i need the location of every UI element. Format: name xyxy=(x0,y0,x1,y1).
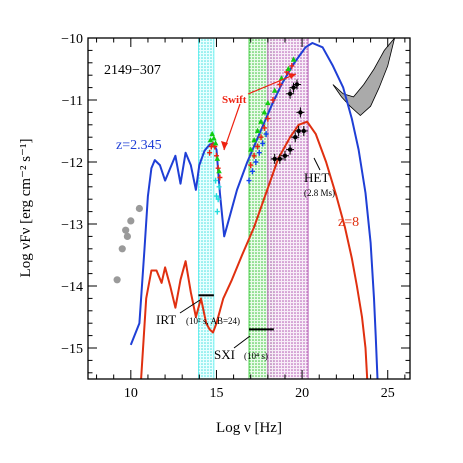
het-label: HET xyxy=(304,170,329,185)
swift-label: Swift xyxy=(222,94,247,106)
het-point xyxy=(287,91,293,97)
gamma-bowtie xyxy=(332,38,395,117)
het-sub: (2.8 Ms) xyxy=(304,188,335,198)
swift-xray-red-point xyxy=(261,124,267,131)
het-point xyxy=(291,85,296,90)
swift-uv-cyan-point xyxy=(216,183,222,190)
y-tick-label: −10 xyxy=(61,32,83,47)
het-point xyxy=(301,128,307,134)
swift-uv-cyan-point xyxy=(215,196,221,203)
axis-ticks: 10 15 20 25 −15 −14 −13 −12 −11 −10 xyxy=(61,32,410,401)
swift-uv-green-point xyxy=(212,140,219,146)
y-tick-label: −13 xyxy=(61,218,83,233)
swift-xray-red-point xyxy=(255,143,261,150)
swift-uv-green-point xyxy=(214,155,221,161)
x-tick-label: 25 xyxy=(381,386,395,401)
irt-label: IRT xyxy=(156,312,176,327)
band-cyan xyxy=(198,38,215,379)
archival-point xyxy=(135,204,143,213)
x-tick-label: 10 xyxy=(124,386,138,401)
swift-xray-red-point xyxy=(289,62,295,69)
swift-uv-green-point xyxy=(207,137,214,143)
source-label: 2149−307 xyxy=(104,63,161,78)
swift-xray-red-point xyxy=(277,81,283,88)
swift-xray-blue-point xyxy=(256,149,262,156)
x-axis-label: Log ν [Hz] xyxy=(216,420,282,436)
x-tick-label: 15 xyxy=(209,386,223,401)
archival-point xyxy=(118,245,126,253)
swift-arrowhead-xray xyxy=(288,73,296,79)
archival-point xyxy=(122,226,130,234)
het-point xyxy=(282,153,288,158)
swift-uv-cyan-point xyxy=(213,177,219,184)
band-purple xyxy=(267,38,309,379)
swift-arrow-uv xyxy=(223,103,241,151)
swift-xray-blue-point xyxy=(260,140,266,147)
swift-xray-blue-point xyxy=(249,168,255,175)
gamma-ray-bowtie xyxy=(332,38,395,117)
swift-uv-red-point xyxy=(217,174,223,181)
swift-xray-green-point xyxy=(261,109,268,115)
model-curves xyxy=(129,42,379,379)
swift-xray-green-point xyxy=(290,56,297,62)
het-point xyxy=(298,110,303,115)
sxi-arrow xyxy=(233,335,251,349)
sxi-sub: (10⁴ s) xyxy=(244,351,268,361)
swift-arrow-xray xyxy=(247,73,297,95)
swift-xray-blue-point xyxy=(253,159,259,165)
irt-sub: (10² s, AB=24) xyxy=(186,316,240,326)
swift-xray-red-point xyxy=(270,97,276,103)
swift-uv-green-point xyxy=(211,135,217,141)
swift-xray-green-point xyxy=(285,65,292,71)
archival-point xyxy=(123,232,131,240)
archival-point xyxy=(127,217,135,225)
het-point xyxy=(272,156,277,162)
sensitivity-lines xyxy=(198,294,274,331)
het-point xyxy=(294,82,300,87)
x-tick-label: 20 xyxy=(295,386,309,401)
swift-xray-green-point xyxy=(271,87,278,93)
sxi-label: SXI xyxy=(214,347,235,362)
swift-uv-green-point xyxy=(209,130,215,137)
swift-xray-blue-point xyxy=(246,177,252,184)
z2345-label: z=2.345 xyxy=(116,138,162,153)
het-point xyxy=(287,147,293,152)
het-point xyxy=(296,128,301,134)
swift-uv-green-point xyxy=(216,168,222,174)
observation-bands xyxy=(198,38,309,379)
plot-frame xyxy=(87,37,411,380)
y-tick-label: −12 xyxy=(61,156,83,171)
swift-xray-red-point xyxy=(248,162,254,169)
y-axis-label: Log νFν [erg cm⁻² s⁻¹] xyxy=(18,139,34,278)
data-points xyxy=(113,56,308,284)
z8-label: z=8 xyxy=(338,215,359,230)
swift-uv-red-point xyxy=(207,149,213,156)
swift-xray-green-point xyxy=(258,118,264,124)
swift-xray-green-point xyxy=(254,127,261,133)
swift-xray-green-point xyxy=(251,137,257,143)
het-point xyxy=(277,156,283,162)
y-tick-label: −15 xyxy=(61,342,83,357)
swift-xray-red-point xyxy=(258,134,264,141)
y-tick-label: −14 xyxy=(61,280,83,295)
curve-z2345 xyxy=(129,42,379,379)
het-point xyxy=(293,135,298,140)
het-arrow xyxy=(313,157,321,171)
swift-arrowhead-uv xyxy=(221,141,228,150)
swift-xray-green-point xyxy=(265,99,271,106)
swift-xray-blue-point xyxy=(263,131,269,138)
archival-point xyxy=(113,276,121,284)
swift-xray-green-point xyxy=(247,146,254,152)
y-tick-label: −11 xyxy=(62,94,83,109)
swift-uv-cyan-point xyxy=(213,193,219,200)
swift-xray-red-point xyxy=(265,115,271,122)
swift-xray-red-point xyxy=(251,152,257,159)
irt-arrow xyxy=(179,299,201,314)
swift-uv-cyan-point xyxy=(214,208,220,215)
curve-z8 xyxy=(140,120,369,379)
